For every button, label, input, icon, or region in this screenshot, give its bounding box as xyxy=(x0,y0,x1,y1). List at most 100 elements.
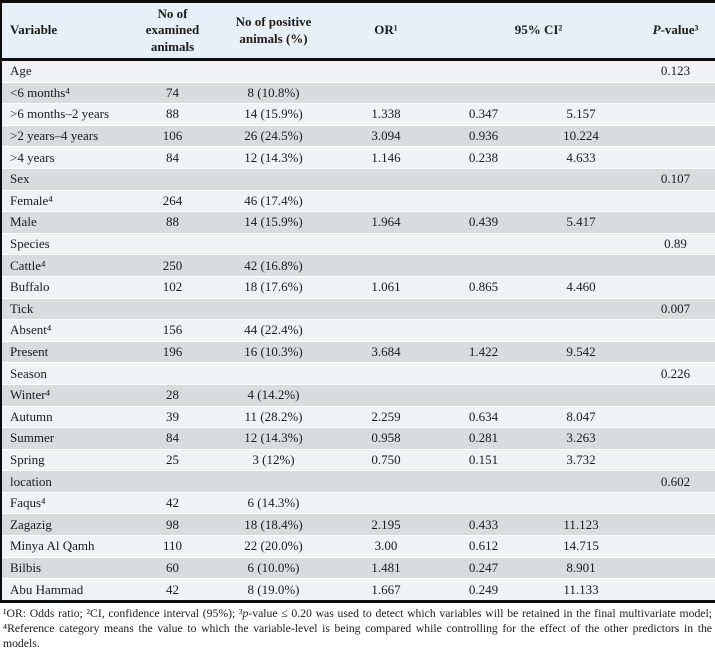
cell-positive: 6 (14.3%) xyxy=(216,492,331,515)
cell-positive xyxy=(216,362,331,385)
cell-or xyxy=(331,82,441,105)
cell-ci-lower xyxy=(441,319,526,342)
cell-ci-upper xyxy=(526,319,637,342)
cell-ci-lower: 1.422 xyxy=(441,341,526,364)
cell-variable: Sex xyxy=(1,168,129,191)
table-row: Sex 0.107 xyxy=(1,168,715,191)
cell-positive: 14 (15.9%) xyxy=(216,103,331,126)
header-examined: No of examined animals xyxy=(129,1,216,61)
table-row: Buffalo 102 18 (17.6%) 1.061 0.865 4.460 xyxy=(1,276,715,299)
cell-examined: 88 xyxy=(129,103,216,126)
cell-pvalue: 0.602 xyxy=(636,470,715,493)
cell-pvalue xyxy=(636,406,715,429)
cell-pvalue: 0.89 xyxy=(636,233,715,256)
cell-positive: 46 (17.4%) xyxy=(216,190,331,213)
cell-examined: 98 xyxy=(129,513,216,537)
table-body: Age 0.123 <6 months⁴ 74 8 (10.8%) >6 months–2… xyxy=(1,59,715,602)
cell-or xyxy=(331,362,441,385)
cell-pvalue: 0.226 xyxy=(636,362,715,385)
cell-pvalue: 0.007 xyxy=(636,298,715,321)
cell-variable: Male xyxy=(1,211,129,234)
cell-ci-upper xyxy=(526,298,637,321)
table-row: Abu Hammad 42 8 (19.0%) 1.667 0.249 11.133 xyxy=(1,578,715,602)
cell-examined: 60 xyxy=(129,557,216,580)
cell-examined: 42 xyxy=(129,492,216,515)
cell-pvalue xyxy=(636,492,715,515)
cell-variable: >4 years xyxy=(1,146,129,169)
cell-pvalue xyxy=(636,190,715,213)
cell-examined xyxy=(129,298,216,321)
cell-pvalue: 0.107 xyxy=(636,168,715,191)
cell-variable: <6 months⁴ xyxy=(1,82,129,105)
cell-ci-upper: 5.157 xyxy=(526,103,637,126)
header-pvalue-p: P xyxy=(652,22,661,38)
cell-or: 1.964 xyxy=(331,211,441,234)
cell-variable: >6 months–2 years xyxy=(1,103,129,126)
footnote-p: p xyxy=(242,606,249,620)
cell-ci-upper xyxy=(526,362,637,385)
header-variable: Variable xyxy=(1,1,129,61)
cell-pvalue xyxy=(636,513,715,537)
cell-variable: Female⁴ xyxy=(1,190,129,213)
cell-or: 3.094 xyxy=(331,125,441,148)
cell-positive: 3 (12%) xyxy=(216,449,331,472)
cell-positive xyxy=(216,470,331,493)
cell-variable: Buffalo xyxy=(1,276,129,299)
cell-examined xyxy=(129,233,216,256)
cell-ci-lower: 0.612 xyxy=(441,535,526,558)
cell-examined: 110 xyxy=(129,535,216,558)
cell-positive xyxy=(216,233,331,256)
cell-positive xyxy=(216,298,331,321)
cell-ci-upper xyxy=(526,384,637,407)
cell-variable: Season xyxy=(1,362,129,385)
cell-or: 3.684 xyxy=(331,341,441,364)
cell-or xyxy=(331,168,441,191)
table-row: Summer 84 12 (14.3%) 0.958 0.281 3.263 xyxy=(1,427,715,450)
cell-or xyxy=(331,254,441,277)
cell-ci-lower: 0.238 xyxy=(441,146,526,169)
cell-ci-upper: 11.123 xyxy=(526,513,637,537)
cell-or: 0.958 xyxy=(331,427,441,450)
cell-positive: 18 (18.4%) xyxy=(216,513,331,537)
table-row: Winter⁴ 28 4 (14.2%) xyxy=(1,384,715,407)
cell-ci-lower xyxy=(441,190,526,213)
cell-pvalue xyxy=(636,557,715,580)
cell-positive: 8 (10.8%) xyxy=(216,82,331,105)
cell-ci-lower xyxy=(441,298,526,321)
table-row: >6 months–2 years 88 14 (15.9%) 1.338 0.347 5… xyxy=(1,103,715,126)
cell-examined: 102 xyxy=(129,276,216,299)
table-row: >4 years 84 12 (14.3%) 1.146 0.238 4.633 xyxy=(1,146,715,169)
cell-examined: 42 xyxy=(129,578,216,602)
table-row: Species 0.89 xyxy=(1,233,715,256)
cell-or: 1.667 xyxy=(331,578,441,602)
cell-pvalue xyxy=(636,427,715,450)
cell-ci-lower: 0.439 xyxy=(441,211,526,234)
cell-ci-lower xyxy=(441,492,526,515)
cell-examined: 88 xyxy=(129,211,216,234)
cell-ci-lower: 0.249 xyxy=(441,578,526,602)
cell-ci-upper: 8.901 xyxy=(526,557,637,580)
cell-ci-upper: 3.732 xyxy=(526,449,637,472)
cell-ci-upper xyxy=(526,190,637,213)
cell-pvalue xyxy=(636,146,715,169)
cell-ci-upper xyxy=(526,470,637,493)
cell-ci-upper: 5.417 xyxy=(526,211,637,234)
cell-positive: 11 (28.2%) xyxy=(216,406,331,429)
cell-positive: 8 (19.0%) xyxy=(216,578,331,602)
cell-or: 2.195 xyxy=(331,513,441,537)
cell-ci-upper: 3.263 xyxy=(526,427,637,450)
header-row: Variable No of examined animals No of po… xyxy=(1,1,715,61)
cell-examined: 84 xyxy=(129,146,216,169)
cell-positive: 14 (15.9%) xyxy=(216,211,331,234)
cell-ci-upper xyxy=(526,168,637,191)
cell-variable: Zagazig xyxy=(1,513,129,537)
cell-ci-upper: 4.460 xyxy=(526,276,637,299)
table-row: Season 0.226 xyxy=(1,362,715,385)
cell-pvalue xyxy=(636,103,715,126)
table-row: location 0.602 xyxy=(1,470,715,493)
cell-examined xyxy=(129,470,216,493)
table-row: Faqus⁴ 42 6 (14.3%) xyxy=(1,492,715,515)
cell-positive: 18 (17.6%) xyxy=(216,276,331,299)
cell-variable: Spring xyxy=(1,449,129,472)
